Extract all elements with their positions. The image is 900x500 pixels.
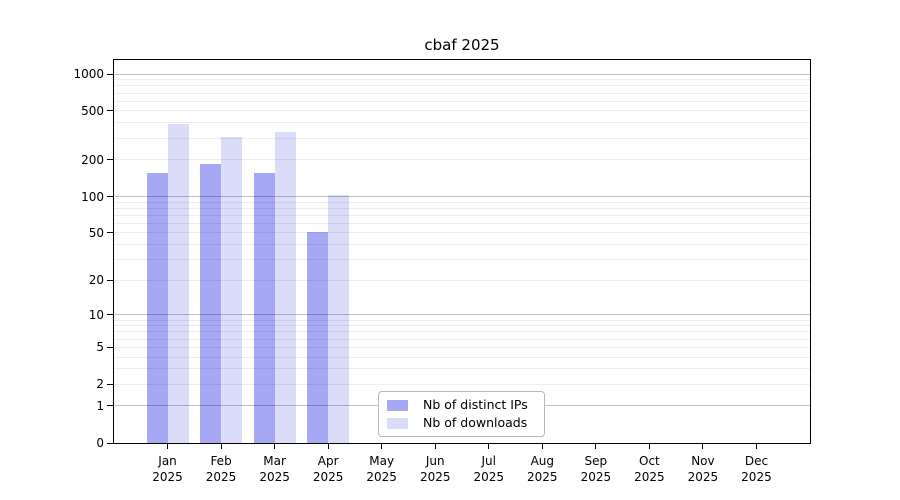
y-tick-label: 50 (88, 225, 104, 240)
y-tick (107, 314, 113, 316)
plot-area: Nb of distinct IPs Nb of downloads 0 1 2 5 1… (73, 59, 811, 484)
gridline-minor (114, 259, 810, 261)
x-tick-label: May 2025 (366, 454, 397, 484)
gridline-minor (114, 232, 810, 234)
y-tick-label: 100 (81, 189, 104, 204)
gridline-major (114, 196, 810, 197)
gridline-minor (114, 159, 810, 161)
gridline-minor (114, 137, 810, 139)
x-tick-label: Oct 2025 (634, 454, 665, 484)
x-tick-label: Jun 2025 (419, 454, 451, 484)
y-tick (107, 110, 113, 112)
x-tick-label: Jan 2025 (152, 454, 183, 484)
x-tick (541, 444, 543, 449)
x-tick-label: Dec 2025 (741, 454, 772, 484)
gridline-major (114, 73, 810, 75)
y-tick (107, 383, 113, 385)
bar-distinct-ips-mar (253, 173, 275, 443)
legend-swatch (387, 417, 408, 429)
legend-swatch (387, 399, 408, 411)
y-tick (107, 73, 113, 75)
gridline-minor (114, 244, 810, 246)
x-tick (327, 444, 329, 449)
y-tick-label: 500 (81, 103, 104, 118)
y-tick-label: 1000 (73, 67, 104, 81)
y-tick (107, 196, 113, 197)
gridline-minor (114, 110, 810, 112)
gridline-minor (114, 100, 810, 102)
bar-distinct-ips-feb (200, 164, 222, 443)
gridline-minor (114, 331, 810, 333)
gridline-major (114, 314, 810, 316)
legend-item-distinct-ips: Nb of distinct IPs (387, 397, 536, 413)
legend-label: Nb of downloads (423, 415, 528, 430)
x-tick (595, 444, 597, 449)
x-tick-label: Mar 2025 (259, 454, 290, 484)
y-tick (107, 232, 113, 234)
gridline-minor (114, 85, 810, 87)
y-tick (107, 279, 113, 281)
legend-label: Nb of distinct IPs (423, 397, 528, 412)
y-tick-label: 10 (88, 307, 104, 322)
x-tick-label: Aug 2025 (527, 454, 558, 484)
gridline-minor (114, 346, 810, 348)
gridline-minor (114, 222, 810, 224)
x-tick-label: Feb 2025 (205, 454, 237, 484)
gridline-minor (114, 92, 810, 94)
gridline-minor (114, 207, 810, 209)
bar-downloads-mar (274, 131, 296, 443)
x-tick (381, 444, 383, 449)
bar-downloads-jan (167, 124, 189, 443)
bar-downloads-feb (221, 137, 243, 443)
y-tick (107, 159, 113, 161)
y-tick (107, 346, 113, 348)
gridline-minor (114, 338, 810, 340)
y-tick (107, 442, 113, 444)
gridline-minor (114, 214, 810, 216)
x-tick (648, 444, 650, 449)
gridline-minor (114, 368, 810, 370)
bar-downloads-apr (328, 194, 350, 443)
x-tick (488, 444, 490, 449)
x-tick (434, 444, 436, 449)
y-tick-label: 0 (96, 436, 104, 450)
gridline-minor (114, 279, 810, 281)
x-tick (755, 444, 757, 449)
legend-item-downloads: Nb of downloads (387, 415, 536, 431)
gridline-minor (114, 383, 810, 385)
gridline-minor (114, 122, 810, 124)
gridline-minor (114, 319, 810, 321)
y-tick-label: 5 (96, 340, 104, 355)
x-tick-label: Apr 2025 (312, 454, 344, 484)
y-tick-label: 2 (96, 377, 104, 392)
y-tick-label: 20 (88, 273, 104, 288)
x-tick-label: Nov 2025 (687, 454, 719, 484)
x-tick-label: Jul 2025 (473, 454, 505, 484)
gridline-minor (114, 356, 810, 358)
y-tick-label: 200 (81, 152, 104, 167)
x-tick (702, 444, 704, 449)
x-tick-label: Sep 2025 (580, 454, 612, 484)
x-tick (274, 444, 276, 449)
gridline-minor (114, 201, 810, 203)
x-tick (167, 444, 169, 449)
chart-title: cbaf 2025 (424, 36, 500, 54)
y-tick-label: 1 (96, 398, 104, 413)
legend: Nb of distinct IPs Nb of downloads (378, 391, 545, 437)
y-tick (107, 405, 113, 407)
bar-distinct-ips-jan (146, 173, 168, 443)
gridline-minor (114, 79, 810, 81)
bar-distinct-ips-apr (307, 231, 329, 443)
gridline-minor (114, 325, 810, 327)
x-tick (220, 444, 222, 449)
